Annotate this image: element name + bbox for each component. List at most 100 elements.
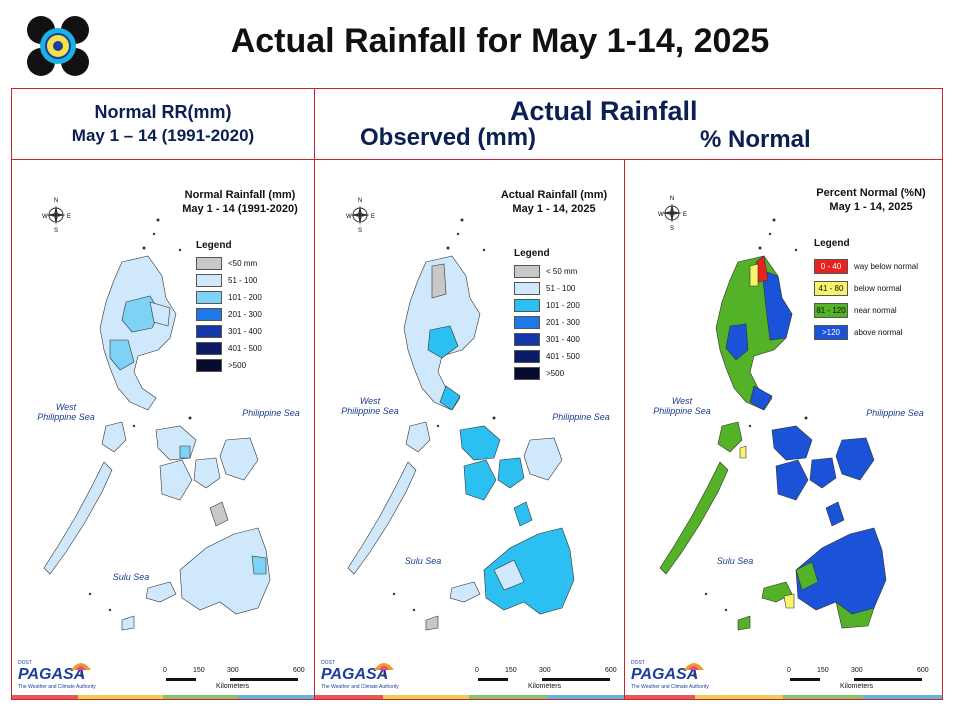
legend-item: 51 - 100 — [196, 272, 306, 289]
legend-label: 201 - 300 — [546, 318, 580, 327]
scale-bar: 0 150 300 600 Kilometers — [163, 667, 305, 693]
legend-label: 301 - 400 — [546, 335, 580, 344]
svg-text:S: S — [670, 226, 674, 230]
umbrella-icon — [684, 663, 704, 677]
svg-text:N: N — [358, 198, 362, 204]
legend-item: 101 - 200 — [196, 289, 306, 306]
legend-label: near normal — [854, 305, 897, 315]
legend-label: >500 — [546, 369, 565, 378]
footer-color-segment — [382, 695, 470, 699]
west-philippine-sea-label: West Philippine Sea — [37, 402, 95, 422]
philippine-sea-label: Philippine Sea — [866, 408, 924, 418]
footer-color-segment — [546, 695, 624, 699]
footer-color-bar — [12, 695, 314, 699]
svg-text:E: E — [67, 214, 71, 220]
logo-dost-text: DOST — [18, 660, 32, 666]
legend-label: 101 - 200 — [228, 293, 262, 302]
footer-color-segment — [315, 695, 383, 699]
scale-tick-label: 300 — [227, 667, 239, 674]
legend-label: 101 - 200 — [546, 301, 580, 310]
philippine-sea-label: Philippine Sea — [552, 412, 610, 422]
scale-bar: 0 150 300 600 Kilometers — [475, 667, 617, 693]
legend-label: < 50 mm — [546, 267, 578, 276]
legend-label: above normal — [854, 327, 903, 337]
logo-subtitle: The Weather and Climate Authority — [631, 684, 709, 690]
sulu-sea-label: Sulu Sea — [112, 572, 150, 582]
legend-swatch — [196, 274, 222, 287]
scale-unit-label: Kilometers — [528, 683, 562, 690]
scale-tick-label: 150 — [817, 667, 829, 674]
map-title-normal: Normal Rainfall (mm) May 1 - 14 (1991-20… — [182, 189, 298, 215]
legend-item: < 50 mm — [514, 263, 624, 280]
scale-tick-label: 600 — [293, 667, 305, 674]
legend-swatch — [514, 333, 540, 346]
logo-brand-text: PAGASA — [321, 666, 389, 683]
legend-label: <50 mm — [228, 259, 258, 268]
legend-item: >120 above normal — [814, 321, 936, 343]
scale-unit-label: Kilometers — [840, 683, 874, 690]
umbrella-icon — [71, 663, 91, 677]
scale-tick-label: 300 — [539, 667, 551, 674]
scale-tick-label: 0 — [475, 667, 479, 674]
logo-brand-text: PAGASA — [631, 666, 699, 683]
legend-label: 401 - 500 — [228, 344, 262, 353]
svg-text:W: W — [658, 212, 664, 218]
svg-text:S: S — [358, 228, 362, 232]
legend-swatch — [196, 325, 222, 338]
observed-heading: Observed (mm) — [360, 124, 537, 151]
svg-text:S: S — [54, 228, 58, 232]
map-normal — [30, 190, 310, 670]
philippine-sea-label: Philippine Sea — [242, 408, 300, 418]
map-title-actual: Actual Rainfall (mm) May 1 - 14, 2025 — [500, 189, 608, 215]
legend-swatch: >120 — [814, 324, 848, 340]
legend-swatch — [514, 367, 540, 380]
legend-item: 101 - 200 — [514, 297, 624, 314]
legend-swatch — [196, 308, 222, 321]
legend-title: Legend — [814, 238, 850, 249]
normal-rr-line2: May 1 – 14 (1991-2020) — [71, 126, 255, 145]
scale-bar-line — [790, 678, 922, 681]
pagasa-logo: DOST PAGASA The Weather and Climate Author… — [631, 660, 709, 692]
legend-normal: Legend <50 mm 51 - 100 101 - 200 201 - 300 3… — [196, 240, 306, 374]
footer-color-segment — [862, 695, 942, 699]
scale-tick-label: 150 — [193, 667, 205, 674]
actual-rainfall-heading: Actual Rainfall — [510, 96, 698, 126]
legend-swatch: 41 - 80 — [814, 280, 848, 296]
logo-dost-text: DOST — [321, 660, 335, 666]
footer-color-bar — [315, 695, 624, 699]
legend-actual: Legend < 50 mm 51 - 100 101 - 200 201 - 300… — [514, 248, 624, 382]
logo-subtitle: The Weather and Climate Authority — [18, 684, 96, 690]
scale-tick-label: 0 — [163, 667, 167, 674]
legend-item: <50 mm — [196, 255, 306, 272]
footer-color-segment — [78, 695, 163, 699]
scale-tick-label: 300 — [851, 667, 863, 674]
legend-item: >500 — [196, 357, 306, 374]
map-actual — [334, 190, 614, 670]
sulu-sea-label: Sulu Sea — [404, 556, 442, 566]
legend-item: 301 - 400 — [196, 323, 306, 340]
legend-item: 51 - 100 — [514, 280, 624, 297]
legend-swatch — [196, 257, 222, 270]
scale-tick-label: 600 — [917, 667, 929, 674]
footer-color-segment — [625, 695, 695, 699]
legend-percent: Legend 0 - 40 way below normal 41 - 80 belo… — [814, 238, 936, 343]
svg-text:W: W — [346, 214, 352, 220]
legend-swatch: 81 - 120 — [814, 302, 848, 318]
legend-swatch — [514, 299, 540, 312]
legend-item: 201 - 300 — [514, 314, 624, 331]
scale-tick-label: 150 — [505, 667, 517, 674]
legend-item: 81 - 120 near normal — [814, 299, 936, 321]
svg-text:E: E — [683, 212, 687, 218]
legend-item: 0 - 40 way below normal — [814, 255, 936, 277]
legend-swatch — [514, 282, 540, 295]
legend-label: 51 - 100 — [228, 276, 258, 285]
west-philippine-sea-label: West Philippine Sea — [653, 396, 711, 416]
legend-label: way below normal — [854, 261, 919, 271]
svg-text:N: N — [670, 196, 674, 202]
legend-label: 51 - 100 — [546, 284, 576, 293]
svg-text:E: E — [371, 214, 375, 220]
logo-dost-text: DOST — [631, 660, 645, 666]
legend-item: 401 - 500 — [514, 348, 624, 365]
footer-color-segment — [694, 695, 784, 699]
normal-rr-line1: Normal RR(mm) — [94, 102, 232, 122]
